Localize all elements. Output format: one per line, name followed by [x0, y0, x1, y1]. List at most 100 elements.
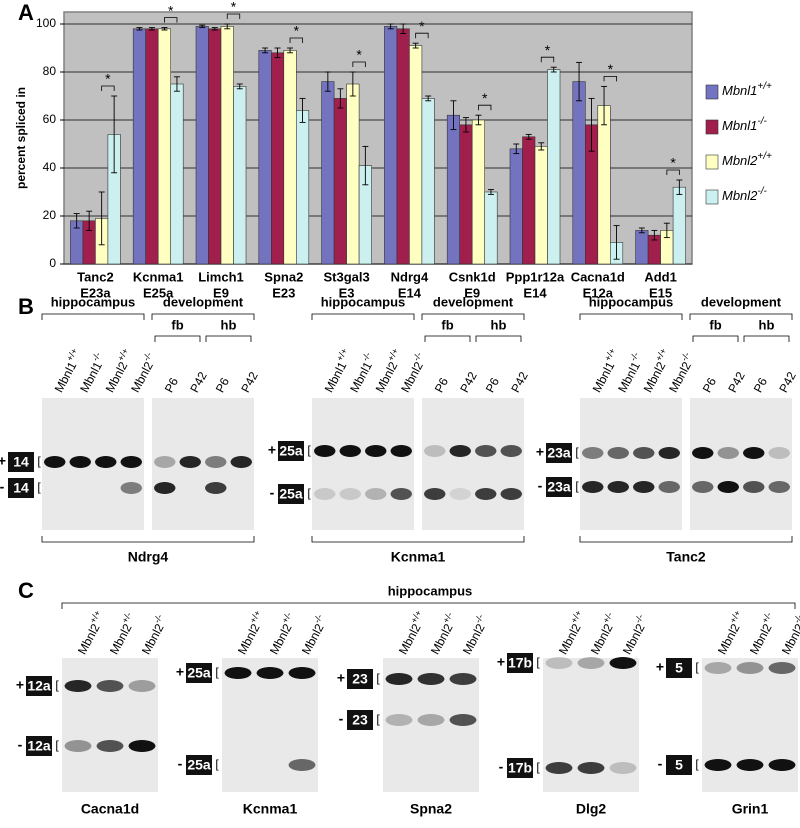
- lane-label: P42: [457, 369, 480, 395]
- marker-sign: +: [16, 677, 24, 693]
- lane-label-base: Mbnl1: [615, 359, 643, 395]
- marker-box: [186, 755, 212, 775]
- lane-label: Mbnl2+/-: [745, 611, 780, 657]
- y-tick-label: 20: [43, 208, 57, 222]
- gel-band: [314, 488, 336, 500]
- bracket: [311, 536, 525, 543]
- legend-label: Mbnl2-/-: [722, 186, 768, 204]
- marker-bracket: [: [55, 738, 59, 752]
- marker-bracket: [: [376, 712, 380, 726]
- gel-band: [717, 447, 739, 459]
- section-label: development: [701, 294, 782, 309]
- marker-exon: 25a: [187, 665, 211, 681]
- bar: [471, 119, 486, 265]
- legend-name: Mbnl2: [722, 188, 758, 203]
- x-tick-label: Ndrg4: [391, 269, 429, 284]
- error-bar: [513, 143, 520, 155]
- lane-label-sup: +/+: [116, 347, 131, 363]
- y-tick-label: 60: [43, 112, 57, 126]
- panel-label: A: [18, 0, 34, 25]
- bracket: [41, 536, 255, 543]
- significance-mark: *: [231, 0, 237, 15]
- marker-bracket: [: [215, 665, 219, 679]
- error-bar: [487, 189, 494, 195]
- error-bar: [199, 24, 206, 29]
- error-bar: [663, 222, 670, 239]
- gene-label: Kcnma1: [243, 801, 298, 817]
- gel-band: [95, 456, 117, 468]
- significance-bracket: [666, 169, 680, 175]
- gel-band: [736, 759, 764, 771]
- marker-sign: -: [270, 485, 275, 501]
- bar: [421, 98, 435, 265]
- lane-label-sup: -/-: [90, 351, 103, 363]
- marker-box: [8, 478, 34, 498]
- marker-exon: 25a: [279, 486, 303, 502]
- lane-label-base: Mbnl2: [103, 359, 131, 395]
- gel-band: [768, 759, 796, 771]
- lane-label-sup: -/-: [312, 613, 325, 625]
- bar: [208, 28, 222, 265]
- marker-box: [546, 443, 572, 463]
- gel-band: [44, 456, 66, 468]
- lane-label-base: Mbnl1: [52, 359, 80, 395]
- bar: [157, 28, 171, 265]
- gel-band: [475, 488, 497, 500]
- bracket: [41, 313, 145, 320]
- gel-band: [768, 481, 790, 493]
- gel-band: [633, 447, 655, 459]
- lane-label-base: Mbnl2: [398, 359, 426, 395]
- marker-box: [347, 710, 373, 730]
- bar: [509, 148, 523, 265]
- significance-mark: *: [168, 2, 174, 18]
- section-label: hippocampus: [321, 294, 406, 309]
- lane-label-sup: +/+: [386, 347, 401, 363]
- marker-exon: 23: [352, 712, 368, 728]
- x-tick-label: Limch1: [198, 269, 244, 284]
- error-bar: [274, 47, 281, 59]
- marker-bracket: [: [536, 760, 540, 774]
- marker-box: [666, 658, 692, 678]
- lane-label: Mbnl2-/-: [777, 613, 800, 657]
- error-bar: [86, 210, 93, 231]
- marker-exon: 17b: [508, 760, 532, 776]
- lane-label-base: Mbnl2: [139, 621, 167, 657]
- y-tick-label: 0: [49, 256, 56, 270]
- y-tick-label: 40: [43, 160, 57, 174]
- gel-band: [339, 445, 361, 457]
- gel: [422, 398, 524, 530]
- gel-band: [500, 488, 522, 500]
- tissue-label: hb: [759, 317, 775, 332]
- lane-label: P6: [700, 375, 719, 395]
- panel-label: C: [18, 578, 34, 603]
- lane-label: P6: [483, 375, 502, 395]
- marker-exon: 17b: [508, 655, 532, 671]
- lane-label-sup: +/-: [601, 611, 615, 625]
- error-bar: [450, 100, 457, 131]
- lane-label-sup: -/-: [152, 613, 165, 625]
- lane-label-base: Mbnl2: [373, 359, 401, 395]
- lane-label: Mbnl2-/-: [137, 613, 171, 657]
- gel: [690, 398, 792, 530]
- bar: [572, 81, 586, 265]
- legend-swatch: [705, 154, 719, 170]
- lane-label-sup: -/-: [141, 351, 154, 363]
- gene-label: Spna2: [410, 801, 452, 817]
- significance-bracket: [540, 56, 555, 63]
- marker-bracket: [: [536, 655, 540, 669]
- bar: [484, 191, 498, 265]
- lane-label-base: Mbnl1: [590, 359, 618, 395]
- x-tick-label: E12a: [583, 285, 614, 300]
- lane-label: Mbnl2+/-: [265, 611, 300, 657]
- lane-label: Mbnl2-/-: [126, 351, 160, 395]
- error-bar: [136, 27, 143, 31]
- lane-label: P42: [238, 369, 261, 395]
- gel-band: [64, 740, 92, 752]
- x-tick-label: St3gal3: [323, 269, 369, 284]
- lane-label: Mbnl2+/+: [394, 609, 430, 657]
- marker-bracket: [: [575, 445, 579, 459]
- marker-sign: -: [18, 737, 23, 753]
- marker-exon: 25a: [279, 443, 303, 459]
- tissue-label: hb: [221, 317, 237, 332]
- gel-band: [449, 445, 471, 457]
